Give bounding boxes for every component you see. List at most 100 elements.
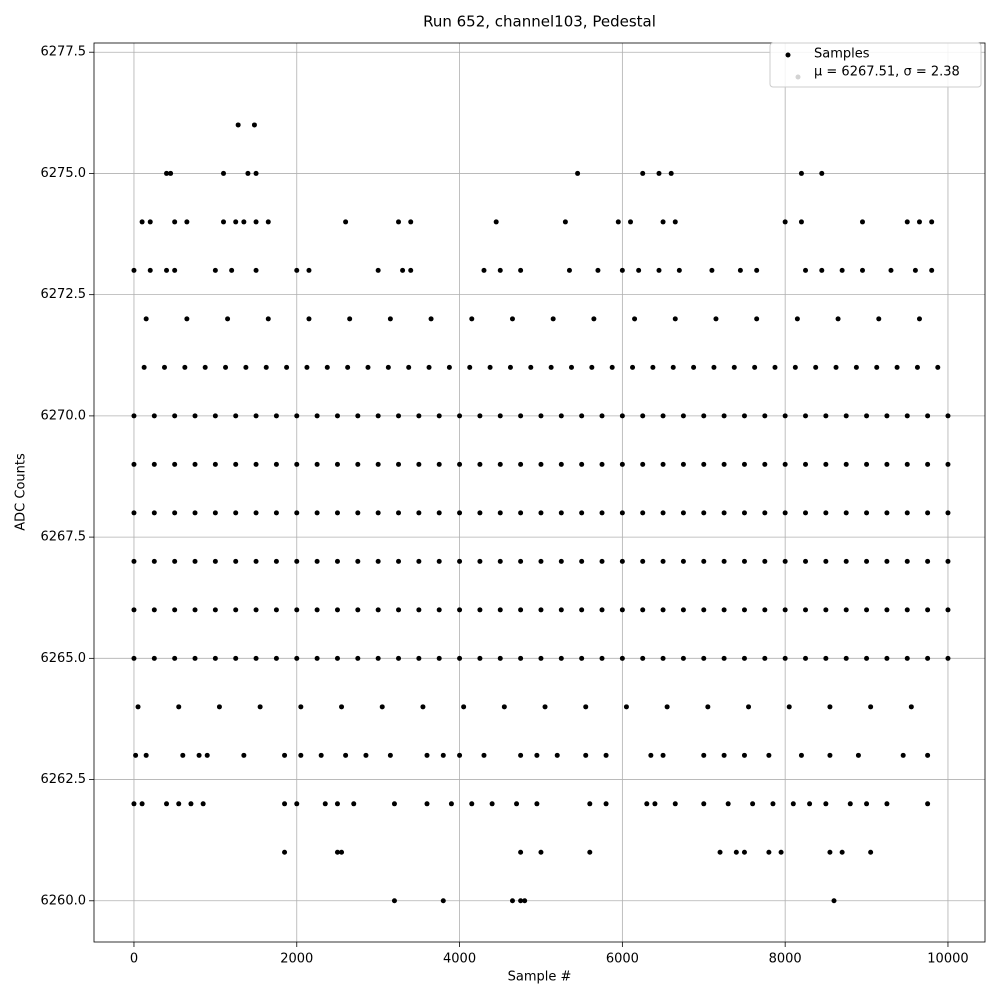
point <box>304 364 310 370</box>
point <box>619 461 625 467</box>
point <box>233 510 239 516</box>
point <box>591 316 597 322</box>
point <box>284 364 290 370</box>
point <box>273 655 279 661</box>
point <box>375 510 381 516</box>
point <box>737 267 743 273</box>
point <box>282 752 288 758</box>
point <box>640 607 646 613</box>
point <box>497 655 503 661</box>
point <box>803 461 809 467</box>
point <box>721 655 727 661</box>
point <box>864 655 870 661</box>
point <box>640 170 646 176</box>
point <box>212 461 218 467</box>
point <box>554 752 560 758</box>
point <box>509 898 515 904</box>
point <box>477 413 483 419</box>
point <box>501 704 507 710</box>
point <box>436 461 442 467</box>
point <box>416 510 422 516</box>
point <box>314 655 320 661</box>
point <box>212 607 218 613</box>
point <box>457 461 463 467</box>
point <box>396 461 402 467</box>
point <box>782 219 788 225</box>
y-tick-label: 6275.0 <box>41 166 87 181</box>
point <box>945 558 951 564</box>
point <box>701 607 707 613</box>
point <box>139 219 145 225</box>
point <box>733 849 739 855</box>
point <box>701 413 707 419</box>
point <box>182 364 188 370</box>
point <box>477 655 483 661</box>
point <box>192 461 198 467</box>
point <box>457 752 463 758</box>
point <box>721 510 727 516</box>
point <box>766 752 772 758</box>
point <box>241 219 247 225</box>
point <box>172 267 178 273</box>
point <box>221 170 227 176</box>
point <box>396 413 402 419</box>
point <box>599 413 605 419</box>
point <box>884 607 890 613</box>
point <box>375 558 381 564</box>
point <box>538 558 544 564</box>
point <box>619 607 625 613</box>
point <box>819 267 825 273</box>
point <box>803 655 809 661</box>
point <box>151 558 157 564</box>
point <box>139 801 145 807</box>
legend-label: μ = 6267.51, σ = 2.38 <box>814 65 960 80</box>
point <box>680 655 686 661</box>
point <box>945 510 951 516</box>
point <box>630 364 636 370</box>
point <box>172 219 178 225</box>
point <box>334 558 340 564</box>
point <box>233 607 239 613</box>
point <box>334 510 340 516</box>
point <box>587 801 593 807</box>
point <box>351 801 357 807</box>
point <box>233 461 239 467</box>
point <box>355 655 361 661</box>
point <box>131 267 137 273</box>
point <box>469 316 475 322</box>
x-tick-label: 6000 <box>606 952 639 967</box>
point <box>803 510 809 516</box>
point <box>542 704 548 710</box>
point <box>345 364 351 370</box>
point <box>334 461 340 467</box>
point <box>176 801 182 807</box>
legend-box <box>769 42 982 88</box>
point <box>843 558 849 564</box>
point <box>396 607 402 613</box>
point <box>925 607 931 613</box>
point <box>912 267 918 273</box>
point <box>243 364 249 370</box>
point <box>701 558 707 564</box>
point <box>929 267 935 273</box>
point <box>636 267 642 273</box>
point <box>339 849 345 855</box>
point <box>717 849 723 855</box>
point <box>680 558 686 564</box>
y-tick-label: 6277.5 <box>41 45 87 60</box>
point <box>253 558 259 564</box>
point <box>589 364 595 370</box>
point <box>713 316 719 322</box>
point <box>803 607 809 613</box>
point <box>334 849 340 855</box>
point <box>623 704 629 710</box>
point <box>599 607 605 613</box>
point <box>161 364 167 370</box>
point <box>823 801 829 807</box>
point <box>497 413 503 419</box>
point <box>721 752 727 758</box>
point <box>916 219 922 225</box>
point <box>640 510 646 516</box>
point <box>241 752 247 758</box>
point <box>548 364 554 370</box>
